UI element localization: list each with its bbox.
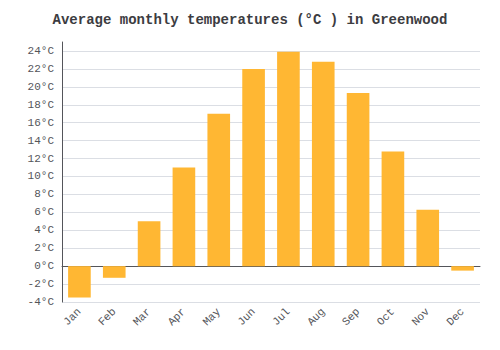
svg-text:8°C: 8°C — [34, 188, 54, 200]
svg-text:0°C: 0°C — [34, 260, 54, 272]
svg-text:Jan: Jan — [61, 306, 83, 328]
svg-text:-4°C: -4°C — [28, 296, 55, 308]
svg-text:-2°C: -2°C — [28, 278, 55, 290]
svg-text:Average monthly temperatures (: Average monthly temperatures (°C ) in Gr… — [53, 12, 448, 28]
svg-text:22°C: 22°C — [28, 63, 55, 75]
svg-text:Jul: Jul — [270, 306, 292, 328]
svg-text:May: May — [201, 305, 224, 328]
svg-text:Nov: Nov — [410, 305, 433, 328]
svg-text:Mar: Mar — [131, 306, 153, 328]
svg-text:Feb: Feb — [96, 306, 118, 328]
svg-text:4°C: 4°C — [34, 224, 54, 236]
svg-text:2°C: 2°C — [34, 242, 54, 254]
svg-text:Aug: Aug — [305, 306, 327, 328]
svg-text:16°C: 16°C — [28, 117, 55, 129]
svg-text:24°C: 24°C — [28, 45, 55, 57]
svg-text:Apr: Apr — [166, 306, 188, 328]
svg-text:Jun: Jun — [235, 306, 257, 328]
svg-text:10°C: 10°C — [28, 170, 55, 182]
svg-text:14°C: 14°C — [28, 135, 55, 147]
svg-text:Dec: Dec — [444, 306, 466, 328]
svg-text:18°C: 18°C — [28, 99, 55, 111]
svg-text:Sep: Sep — [340, 306, 362, 328]
svg-text:20°C: 20°C — [28, 81, 55, 93]
svg-text:12°C: 12°C — [28, 153, 55, 165]
svg-text:Oct: Oct — [375, 306, 397, 328]
svg-text:6°C: 6°C — [34, 206, 54, 218]
